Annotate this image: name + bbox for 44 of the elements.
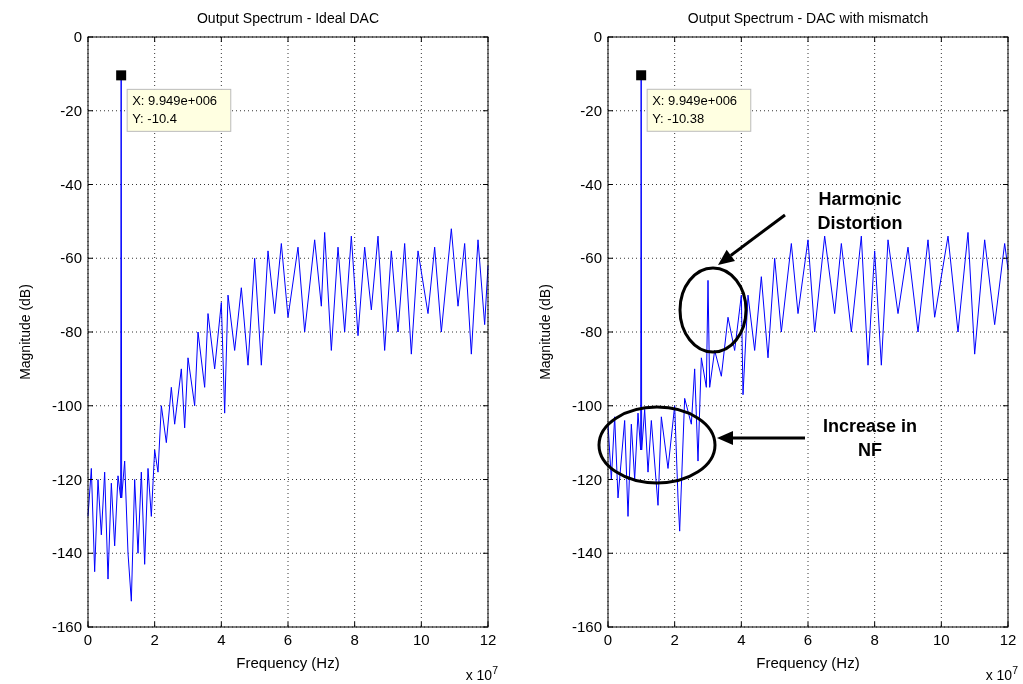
x-tick-label: 4 [737, 631, 746, 648]
y-tick-label: -120 [571, 470, 602, 488]
y-tick-label: -80 [580, 323, 602, 340]
y-tick-label: -40 [580, 175, 602, 193]
y-tick-label: -80 [60, 323, 82, 340]
x-tick-label: 8 [870, 631, 879, 648]
text: x 10$^{7}$ [465, 664, 499, 683]
y-tick-label: -100 [51, 396, 82, 414]
y-tick-label: -160 [51, 618, 82, 635]
y-tick-label: -60 [580, 249, 602, 267]
text: x 10$^{7}$ [985, 664, 1019, 683]
x-tick-label: 8 [350, 631, 359, 648]
y-tick-label: -100 [571, 396, 602, 414]
x-tick-label: 12 [479, 631, 497, 648]
x-tick-label: 0 [603, 631, 613, 648]
annotation: Harmonic Distortion [817, 189, 903, 233]
x-tick-label: 10 [412, 631, 430, 648]
y-tick-label: 0 [73, 28, 82, 45]
x-tick-label: 10 [932, 631, 950, 648]
x-tick-label: 0 [83, 631, 93, 648]
annotation: X: 9.949e+006 Y: -10.38 [652, 93, 738, 127]
x-tick-label: 2 [670, 631, 679, 648]
x-tick-label: 2 [150, 631, 159, 648]
y-tick-label: -60 [60, 249, 82, 267]
x-tick-label: 6 [803, 631, 813, 648]
x-axis-title: Frequency (Hz) [236, 654, 340, 671]
y-tick-label: -120 [51, 470, 82, 488]
annotation: X: 9.949e+006 Y: -10.4 [132, 93, 218, 127]
y-axis-title: Magnitude (dB) [537, 284, 553, 380]
y-tick-label: -160 [571, 618, 602, 635]
chart-title: Output Spectrum - DAC with mismatch [687, 10, 929, 26]
y-axis-title: Magnitude (dB) [17, 284, 33, 380]
x-tick-label: 12 [999, 631, 1017, 648]
y-tick-label: -140 [571, 544, 602, 562]
y-tick-label: 0 [593, 28, 602, 45]
y-tick-label: -20 [60, 101, 82, 119]
y-tick-label: -40 [60, 175, 82, 193]
annotation: Increase in NF [822, 416, 918, 460]
x-tick-label: 6 [283, 631, 293, 648]
x-tick-label: 4 [217, 631, 226, 648]
y-tick-label: -140 [51, 544, 82, 562]
x-axis-title: Frequency (Hz) [756, 654, 860, 671]
y-tick-label: -20 [580, 101, 602, 119]
chart-title: Output Spectrum - Ideal DAC [196, 10, 380, 26]
